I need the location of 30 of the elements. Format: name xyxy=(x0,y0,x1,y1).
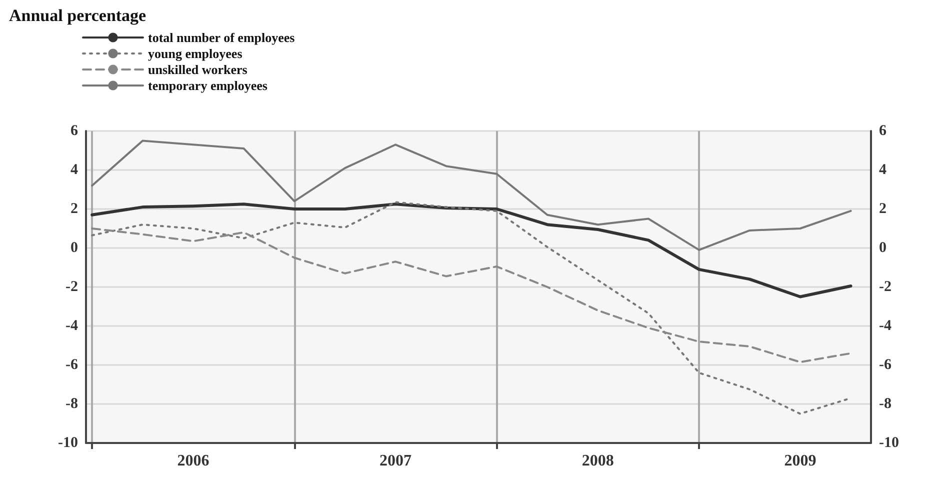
y-tick-label: -8 xyxy=(66,396,78,412)
line-series xyxy=(90,202,852,298)
y2-tick-label: -10 xyxy=(879,435,899,451)
x-tick-label: 2009 xyxy=(784,452,816,470)
y-tick-label: 6 xyxy=(70,123,78,139)
y2-tick-label: -8 xyxy=(879,396,892,412)
legend-label: young employees xyxy=(148,46,242,61)
chart-title: Annual percentage xyxy=(9,6,147,25)
line-series xyxy=(91,140,852,251)
y-tick-label: 0 xyxy=(70,240,78,256)
y-tick-label: 2 xyxy=(70,201,78,217)
legend-label: unskilled workers xyxy=(148,62,248,77)
line-series xyxy=(91,228,852,364)
y-tick-label: 4 xyxy=(70,162,78,178)
y2-tick-label: -2 xyxy=(879,279,892,295)
legend-label: temporary employees xyxy=(148,78,268,93)
y2-tick-label: 0 xyxy=(879,240,886,256)
y2-tick-label: -4 xyxy=(879,318,892,334)
y-tick-label: -10 xyxy=(58,435,78,451)
y2-tick-label: 4 xyxy=(879,162,887,178)
y-tick-label: -2 xyxy=(66,279,78,295)
x-tick-label: 2006 xyxy=(177,452,210,470)
x-tick-label: 2007 xyxy=(380,452,412,470)
y-tick-label: -6 xyxy=(66,357,78,373)
y2-tick-label: 6 xyxy=(879,123,887,139)
x-tick-label: 2008 xyxy=(582,452,614,470)
legend-label: total number of employees xyxy=(148,30,295,45)
y2-tick-label: 2 xyxy=(879,201,886,217)
y-tick-label: -4 xyxy=(66,318,78,334)
y2-tick-label: -6 xyxy=(879,357,892,373)
